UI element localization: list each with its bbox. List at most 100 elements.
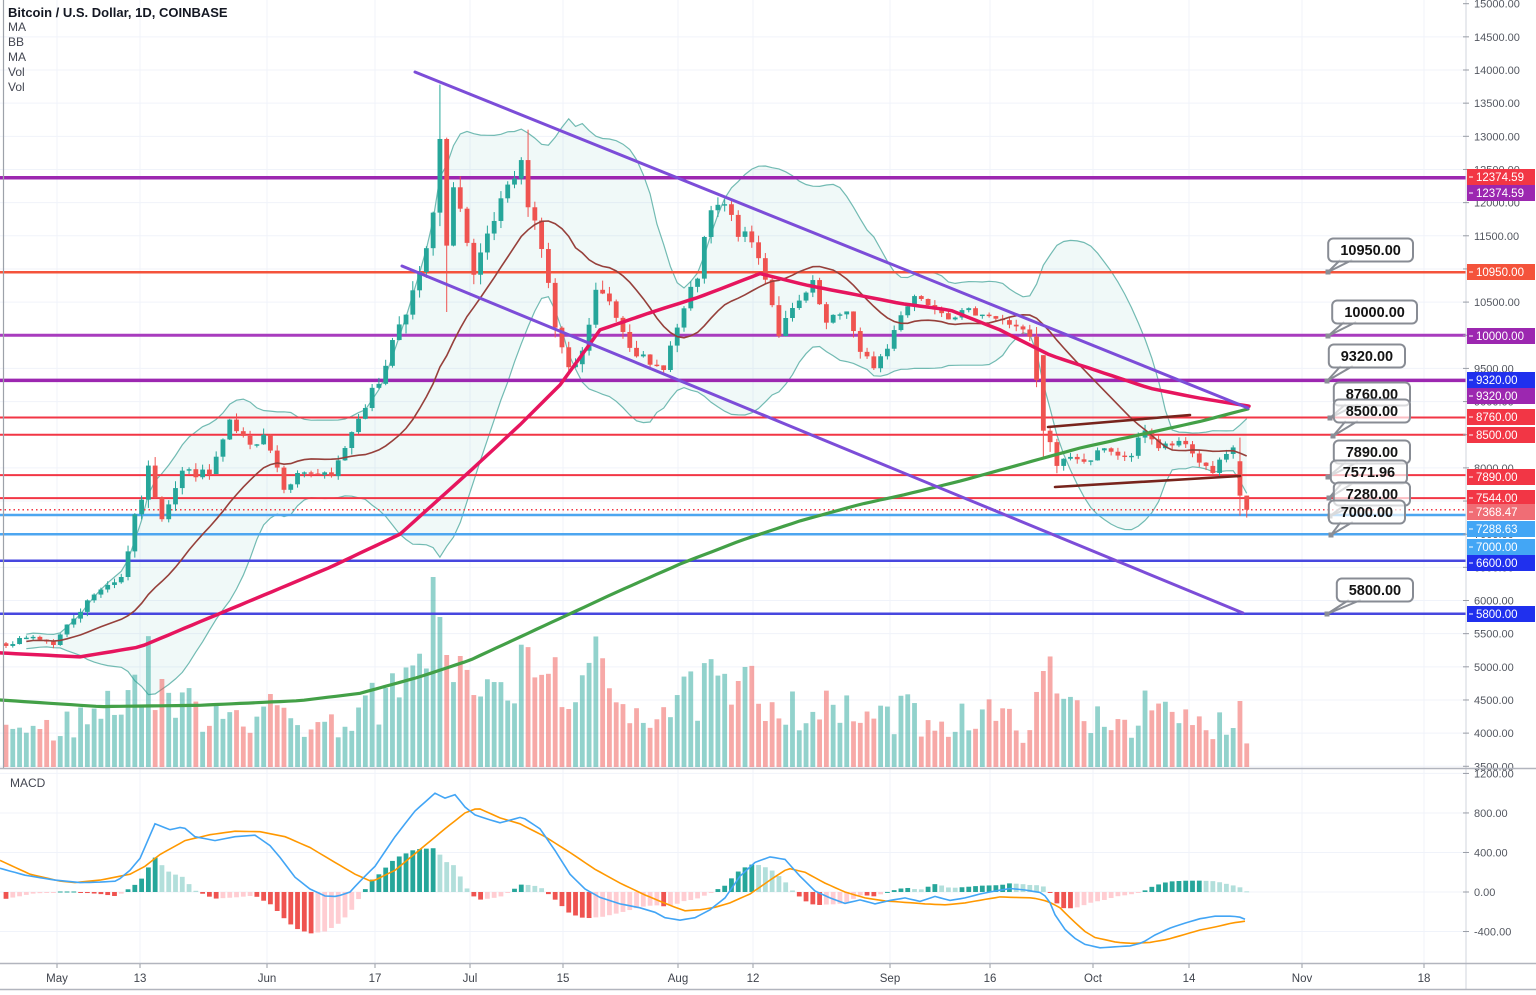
price-callout[interactable]: 7000.00: [1327, 499, 1407, 538]
svg-text:15000.00: 15000.00: [1474, 0, 1520, 11]
svg-text:6600.00: 6600.00: [1476, 558, 1518, 570]
chart-legend: Bitcoin / U.S. Dollar, 1D, COINBASE MA B…: [8, 5, 228, 95]
time-tick-Aug: Aug: [668, 973, 688, 985]
svg-text:8500.00: 8500.00: [1476, 430, 1518, 442]
price-axis-label: 7288.63: [1467, 521, 1535, 537]
svg-text:3500.00: 3500.00: [1474, 761, 1514, 773]
time-tick-17: 17: [369, 973, 382, 985]
indicator-label-bb[interactable]: BB: [8, 35, 25, 49]
callout-text: 7000.00: [1341, 505, 1393, 521]
svg-text:5500.00: 5500.00: [1474, 629, 1514, 641]
ma-fast-magenta: [0, 271, 1251, 659]
svg-text:12374.59: 12374.59: [1476, 172, 1524, 184]
svg-text:800.00: 800.00: [1474, 808, 1508, 820]
trendline-2[interactable]: [400, 264, 1245, 615]
svg-text:14500.00: 14500.00: [1474, 32, 1520, 44]
pane-separators[interactable]: [0, 767, 1536, 991]
trend-drawings[interactable]: [400, 70, 1250, 615]
price-axis-label: 5800.00: [1467, 606, 1535, 622]
price-axis-label: 7890.00: [1467, 469, 1535, 485]
price-axis-label: 7544.00: [1467, 490, 1535, 506]
callout-anchor-dot[interactable]: [1327, 415, 1333, 421]
macd-pane: [0, 792, 1250, 949]
time-tick-Jul: Jul: [463, 973, 478, 985]
svg-text:5800.00: 5800.00: [1476, 609, 1518, 621]
svg-text:7890.00: 7890.00: [1476, 472, 1518, 484]
flag-line-2[interactable]: [1053, 474, 1242, 489]
callout-anchor-dot[interactable]: [1324, 611, 1330, 617]
svg-text:0.00: 0.00: [1474, 887, 1495, 899]
callout-anchor-dot[interactable]: [1325, 269, 1331, 275]
price-axis-label: 8760.00: [1467, 409, 1535, 425]
svg-text:13000.00: 13000.00: [1474, 131, 1520, 143]
svg-text:7288.63: 7288.63: [1476, 524, 1518, 536]
callout-text: 7280.00: [1346, 487, 1398, 503]
callout-anchor-dot[interactable]: [1325, 474, 1331, 480]
price-axis-label: 8500.00: [1467, 427, 1535, 443]
price-axis-label: 12374.59: [1467, 185, 1535, 201]
indicator-label-ma2[interactable]: MA: [8, 50, 26, 64]
price-callout[interactable]: 10950.00: [1325, 237, 1414, 275]
svg-text:7000.00: 7000.00: [1476, 542, 1518, 554]
callout-anchor-dot[interactable]: [1326, 495, 1332, 501]
svg-text:10950.00: 10950.00: [1476, 267, 1524, 279]
svg-text:7368.47: 7368.47: [1476, 507, 1518, 519]
price-axis[interactable]: 15000.00 14500.00 14000.00 13500.00 13000.00…: [1463, 0, 1536, 989]
moving-averages: [0, 271, 1251, 709]
flag-line-1[interactable]: [1046, 413, 1192, 429]
callout-text: 10950.00: [1340, 243, 1400, 259]
price-axis-label: 10950.00: [1467, 264, 1535, 280]
callout-anchor-dot[interactable]: [1325, 333, 1331, 339]
time-tick-Jun: Jun: [258, 973, 277, 985]
svg-text:400.00: 400.00: [1474, 847, 1508, 859]
svg-text:6000.00: 6000.00: [1474, 596, 1514, 608]
price-callout[interactable]: 8500.00: [1330, 398, 1412, 439]
svg-text:8760.00: 8760.00: [1476, 412, 1518, 424]
volume-bars: [3, 577, 1250, 767]
time-axis[interactable]: May 13 Jun 17 Jul 15 Aug 12 Sep 16 Oct 14 Nov 18: [46, 964, 1430, 985]
price-axis-label: 9320.00: [1467, 388, 1535, 404]
svg-text:1200.00: 1200.00: [1474, 768, 1514, 780]
price-axis-label: 12374.59: [1467, 169, 1535, 185]
price-callouts[interactable]: 10950.0010000.009320.008760.008500.00789…: [1324, 237, 1418, 617]
time-tick-16: 16: [984, 973, 997, 985]
callout-anchor-dot[interactable]: [1324, 378, 1330, 384]
time-tick-15: 15: [557, 973, 570, 985]
indicator-label-vol2[interactable]: Vol: [8, 80, 25, 94]
svg-text:11500.00: 11500.00: [1474, 231, 1519, 243]
indicator-label-vol1[interactable]: Vol: [8, 65, 25, 79]
price-callout[interactable]: 10000.00: [1325, 299, 1418, 339]
time-tick-13: 13: [134, 973, 147, 985]
price-callout[interactable]: 9320.00: [1324, 343, 1407, 384]
callout-anchor-dot[interactable]: [1330, 433, 1336, 439]
time-tick-18: 18: [1418, 973, 1431, 985]
price-levels[interactable]: [0, 176, 1466, 616]
price-axis-label: 7368.47: [1467, 504, 1535, 520]
svg-text:4000.00: 4000.00: [1474, 728, 1514, 740]
callout-text: 9320.00: [1341, 349, 1393, 365]
time-tick-May: May: [46, 973, 68, 985]
callout-text: 7890.00: [1346, 445, 1398, 461]
macd-indicator-label[interactable]: MACD: [10, 776, 46, 790]
macd-line: [0, 792, 1246, 949]
time-tick-Nov: Nov: [1292, 973, 1313, 985]
time-tick-Oct: Oct: [1084, 973, 1103, 985]
callout-text: 10000.00: [1344, 305, 1404, 321]
ma-slow-green: [0, 407, 1250, 709]
callout-anchor-dot[interactable]: [1328, 532, 1334, 538]
time-tick-Sep: Sep: [880, 973, 900, 985]
svg-text:12374.59: 12374.59: [1476, 188, 1524, 200]
svg-text:-400.00: -400.00: [1474, 927, 1511, 939]
symbol-title[interactable]: Bitcoin / U.S. Dollar, 1D, COINBASE: [8, 5, 228, 20]
svg-text:9320.00: 9320.00: [1476, 391, 1518, 403]
trendline-1[interactable]: [413, 70, 1250, 410]
price-callout[interactable]: 5800.00: [1324, 577, 1415, 617]
svg-text:5000.00: 5000.00: [1474, 662, 1514, 674]
svg-text:13500.00: 13500.00: [1474, 98, 1520, 110]
callout-text: 8500.00: [1346, 404, 1398, 420]
svg-text:7544.00: 7544.00: [1476, 493, 1518, 505]
indicator-label-ma1[interactable]: MA: [8, 20, 26, 34]
svg-text:10000.00: 10000.00: [1476, 331, 1524, 343]
time-tick-12: 12: [747, 973, 760, 985]
